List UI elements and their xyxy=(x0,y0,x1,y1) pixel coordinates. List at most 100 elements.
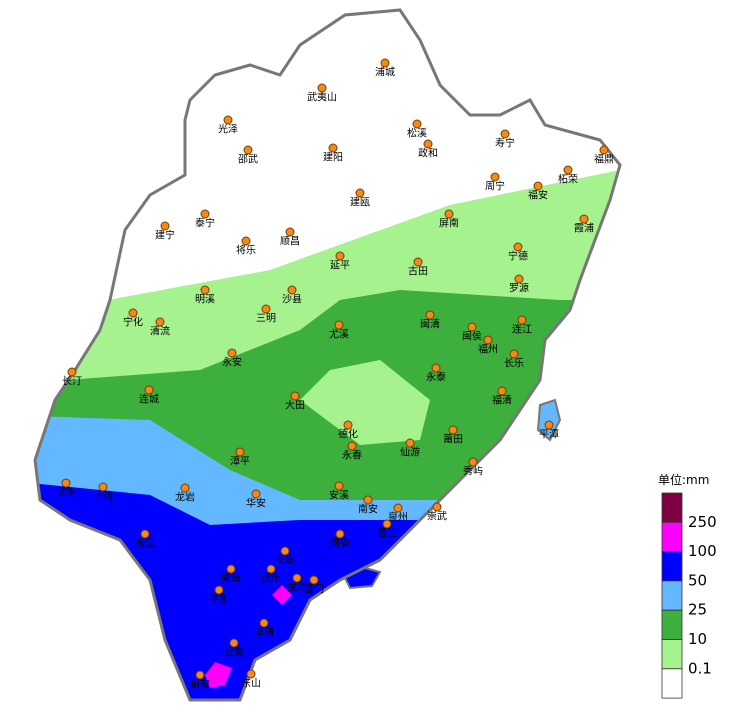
city-label: 长汀 xyxy=(62,375,82,387)
city-label: 武平 xyxy=(56,485,76,498)
city-label: 南安 xyxy=(358,502,378,515)
zone-heavy-rainstorm xyxy=(272,585,292,605)
city-dot xyxy=(261,304,271,314)
zone-heavy-rainstorm xyxy=(205,662,232,688)
city-label: 龙岩 xyxy=(175,490,195,503)
city-dot xyxy=(280,546,290,556)
city-label: 宁德 xyxy=(508,249,528,262)
city-label: 云霄 xyxy=(224,646,244,658)
city-label: 邵武 xyxy=(238,152,258,165)
city-dot xyxy=(195,670,205,680)
city-label: 闽清 xyxy=(420,317,440,330)
city-dot xyxy=(241,236,251,246)
city-dot xyxy=(287,285,297,295)
city-label: 安溪 xyxy=(329,488,349,501)
city-label: 长泰 xyxy=(275,553,295,566)
city-dot xyxy=(393,503,403,513)
legend-title: 单位:mm xyxy=(658,472,709,487)
city-dot xyxy=(347,441,357,451)
city-dot xyxy=(334,481,344,491)
city-label: 莆田 xyxy=(443,432,463,445)
legend-swatch xyxy=(661,492,683,523)
city-label: 华安 xyxy=(246,496,266,509)
city-dot xyxy=(226,564,236,574)
city-dot xyxy=(483,335,493,345)
city-label: 福安 xyxy=(528,188,548,201)
city-label: 东山 xyxy=(241,676,261,689)
city-dot xyxy=(382,519,392,529)
city-dot xyxy=(214,585,224,595)
city-label: 松溪 xyxy=(407,126,427,139)
city-label: 平和 xyxy=(209,593,229,605)
legend-swatch xyxy=(661,639,683,670)
city-label: 同安 xyxy=(330,536,350,549)
city-dot xyxy=(98,482,108,492)
city-dot xyxy=(500,129,510,139)
legend-swatch xyxy=(661,609,683,640)
city-dot xyxy=(599,145,609,155)
city-dot xyxy=(517,315,527,325)
city-dot xyxy=(227,348,237,358)
city-label: 延平 xyxy=(330,259,350,271)
city-label: 泉州 xyxy=(388,510,408,523)
city-dot xyxy=(160,221,170,231)
city-label: 大田 xyxy=(285,398,305,411)
city-label: 清流 xyxy=(150,324,170,337)
city-label: 光泽 xyxy=(218,122,238,135)
city-label: 福州 xyxy=(478,342,498,355)
city-label: 泰宁 xyxy=(195,216,215,229)
city-dot xyxy=(251,489,261,499)
city-label: 霞浦 xyxy=(574,221,594,234)
city-dot xyxy=(155,317,165,327)
city-label: 明溪 xyxy=(195,293,215,305)
city-dot xyxy=(432,502,442,512)
city-label: 武夷山 xyxy=(307,90,337,103)
legend-label: 250 xyxy=(688,513,717,531)
city-dot xyxy=(285,227,295,237)
city-label: 建阳 xyxy=(323,150,343,163)
city-dot xyxy=(544,420,554,430)
city-dot xyxy=(490,172,500,182)
city-dot xyxy=(67,367,77,377)
city-dot xyxy=(180,483,190,493)
city-dot xyxy=(514,274,524,284)
province-border xyxy=(33,8,622,702)
city-dot xyxy=(363,495,373,505)
city-dot xyxy=(290,391,300,401)
city-label: 秀屿 xyxy=(463,465,483,477)
city-label: 建宁 xyxy=(155,228,175,241)
city-label: 长乐 xyxy=(504,357,524,369)
city-label: 永泰 xyxy=(426,370,446,383)
city-dot xyxy=(144,385,154,395)
city-label: 永春 xyxy=(342,448,362,461)
city-label: 将乐 xyxy=(236,244,256,256)
legend-swatch xyxy=(661,580,683,611)
city-label: 屏南 xyxy=(439,216,459,229)
city-dot xyxy=(405,438,415,448)
city-label: 龙海 xyxy=(287,580,307,593)
city-dot xyxy=(328,143,338,153)
zone-light-patch xyxy=(300,360,430,445)
island xyxy=(343,566,382,590)
legend-label: 50 xyxy=(688,571,707,589)
city-label: 连城 xyxy=(139,392,159,405)
city-dot xyxy=(61,478,71,488)
legend-swatch xyxy=(661,521,683,552)
city-dot xyxy=(229,638,239,648)
city-label: 柘荣 xyxy=(558,172,578,185)
city-label: 政和 xyxy=(418,146,438,159)
city-label: 永定 xyxy=(135,536,155,549)
city-label: 顺昌 xyxy=(280,235,300,247)
city-dot xyxy=(467,322,477,332)
legend-label: 100 xyxy=(688,542,717,560)
legend-swatch xyxy=(661,668,683,699)
city-label: 崇武 xyxy=(427,509,447,522)
city-dot xyxy=(412,119,422,129)
city-label: 上杭 xyxy=(93,489,113,502)
city-dot xyxy=(335,251,345,261)
city-label: 周宁 xyxy=(485,179,505,192)
city-dot xyxy=(317,83,327,93)
